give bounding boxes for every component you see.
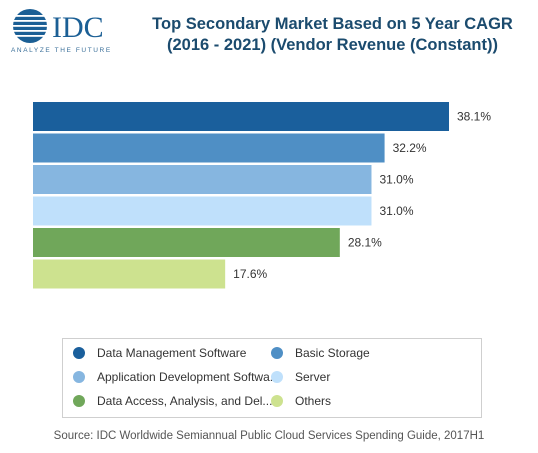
legend-item: Basic Storage: [271, 346, 370, 360]
legend-label: Server: [295, 370, 331, 384]
bar-4: [33, 196, 372, 226]
bar-value-label: 17.6%: [233, 267, 267, 281]
legend-label: Data Access, Analysis, and Del...: [97, 394, 273, 408]
logo-tagline: ANALYZE THE FUTURE: [11, 47, 112, 54]
legend-item: Data Access, Analysis, and Del...: [73, 394, 272, 408]
legend-swatch-icon: [271, 347, 283, 359]
legend-label: Others: [295, 394, 332, 408]
bar-chart: 38.1% 32.2% 31.0% 31.0% 28.1% 17.6%: [33, 102, 491, 289]
bar-2: [33, 133, 385, 163]
chart-title-line2: (2016 - 2021) (Vendor Revenue (Constant)…: [167, 36, 498, 54]
bar-3: [33, 165, 372, 194]
chart-title-line1: Top Secondary Market Based on 5 Year CAG…: [152, 15, 513, 33]
globe-icon: [12, 9, 48, 43]
idc-logo: IDC ANALYZE THE FUTURE: [11, 9, 112, 54]
source-note: Source: IDC Worldwide Semiannual Public …: [53, 430, 485, 442]
bar-value-label: 28.1%: [348, 236, 382, 250]
legend-swatch-icon: [73, 371, 85, 383]
legend-item: Data Management Software: [73, 346, 246, 360]
bar-6: [33, 259, 226, 289]
legend-label: Basic Storage: [295, 346, 370, 360]
legend-item: Application Development Softwa...: [73, 370, 280, 384]
bar-value-label: 32.2%: [393, 141, 427, 155]
logo-text: IDC: [52, 11, 104, 44]
bar-value-label: 31.0%: [379, 173, 413, 187]
bar-value-label: 31.0%: [379, 204, 413, 218]
bar-5: [33, 228, 340, 257]
legend-item: Others: [271, 394, 331, 408]
legend-swatch-icon: [271, 371, 283, 383]
bar-1: [33, 102, 449, 131]
legend-swatch-icon: [271, 395, 283, 407]
legend-item: Server: [271, 370, 330, 384]
bar-value-label: 38.1%: [457, 110, 491, 124]
legend-swatch-icon: [73, 347, 85, 359]
legend-label: Data Management Software: [97, 346, 247, 360]
chart-legend: Data Management Software Basic Storage App…: [62, 338, 482, 418]
legend-swatch-icon: [73, 395, 85, 407]
legend-label: Application Development Softwa...: [97, 370, 280, 384]
chart-title: Top Secondary Market Based on 5 Year CAG…: [135, 14, 530, 56]
